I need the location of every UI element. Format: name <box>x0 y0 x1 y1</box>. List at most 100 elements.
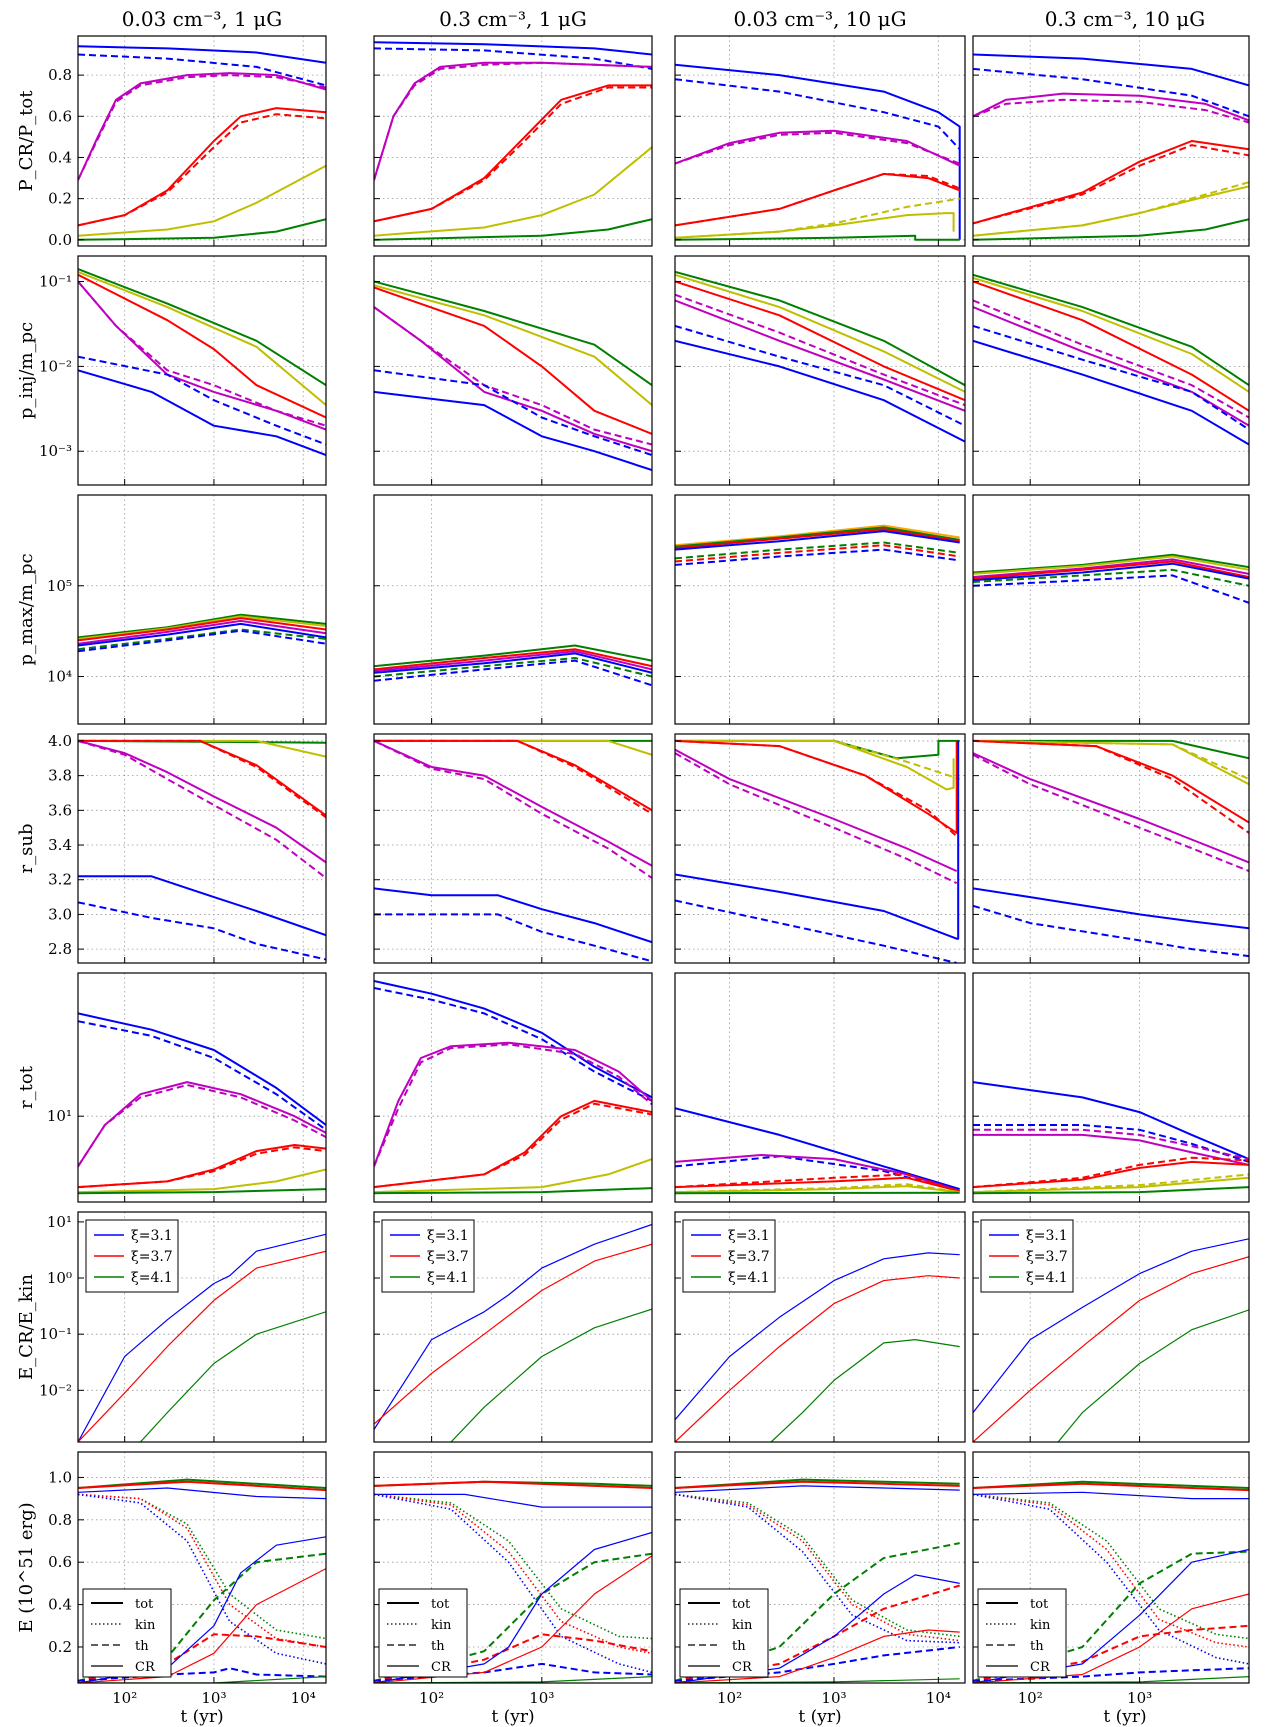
series-line-magenta-dashed <box>374 739 652 879</box>
series-line-red-dashed <box>78 1146 326 1189</box>
legend-label: ξ=3.1 <box>131 1228 173 1244</box>
series-line-yellow-dashed <box>675 197 960 239</box>
y-tick-label: 0.0 <box>48 231 72 249</box>
series-line-red-solid <box>973 560 1249 580</box>
y-tick-label: 10⁰ <box>47 1269 72 1287</box>
panel-r5c1-curves <box>78 1012 326 1195</box>
y-axis-label-row-6: E_CR/E_kin <box>16 1274 37 1380</box>
panel-r2c1-frame <box>77 255 327 486</box>
x-tick-label: 10³ <box>529 1689 554 1707</box>
legend-label: tot <box>1030 1597 1049 1612</box>
panel-r7c1-frame <box>77 1451 327 1684</box>
series-line-green-dashed <box>78 628 326 651</box>
legend-label: tot <box>431 1597 450 1612</box>
series-line-red-solid <box>675 1629 960 1683</box>
y-tick-label: 1.0 <box>48 1468 72 1486</box>
series-line-blue-solid <box>675 339 965 443</box>
series-line-red-solid <box>78 617 326 642</box>
series-line-yellow-dashed <box>675 739 961 781</box>
series-line-magenta-dashed <box>78 74 326 181</box>
x-tick-label: 10³ <box>821 1689 846 1707</box>
series-line-green-solid <box>675 526 960 548</box>
text-layer: 0.03 cm⁻³, 1 μG 0.3 cm⁻³, 1 μG 0.03 cm⁻³… <box>16 7 1205 1727</box>
series-line-red-dashed <box>374 86 652 223</box>
series-line-magenta-solid <box>374 650 652 672</box>
series-line-blue-solid <box>374 41 652 56</box>
series-line-red-dashed <box>675 544 960 563</box>
panel-r3c1-frame <box>77 494 327 725</box>
series-line-red-dashed <box>973 739 1249 834</box>
series-line-green-solid <box>1057 1309 1249 1442</box>
y-tick-label: 10⁻¹ <box>39 273 72 291</box>
x-tick-label: 10² <box>1018 1689 1043 1707</box>
series-line-magenta-solid <box>675 1154 961 1193</box>
series-line-blue-dashed <box>675 899 957 963</box>
series-line-blue-dashed <box>374 659 652 687</box>
series-line-magenta-solid <box>78 72 326 181</box>
panel-r5c3-frame <box>674 972 966 1203</box>
series-line-red-dotted <box>374 1493 652 1655</box>
series-line-green-dotted <box>675 1493 960 1638</box>
series-line-blue-solid <box>78 369 326 457</box>
series-line-green-solid <box>973 1186 1249 1195</box>
series-line-red-solid <box>973 1160 1249 1189</box>
y-tick-label: 3.2 <box>48 871 72 889</box>
series-line-blue-solid <box>78 45 326 64</box>
y-tick-label: 0.8 <box>48 1511 72 1529</box>
series-line-magenta-solid <box>675 748 958 873</box>
panel-r4c1-frame <box>77 733 327 964</box>
series-line-red-solid <box>374 1243 652 1425</box>
panel-r1c1-curves <box>78 45 326 241</box>
panel-r5c4-curves <box>973 1081 1249 1195</box>
legend-label: th <box>732 1639 746 1654</box>
series-line-magenta-dashed <box>374 61 652 181</box>
panel-r4c3-curves <box>675 739 961 963</box>
series-line-red-dotted <box>973 1493 1249 1648</box>
y-tick-label: 10⁻² <box>39 357 72 375</box>
series-line-green-solid <box>675 234 960 241</box>
series-line-red-solid <box>675 280 965 402</box>
x-tick-label: 10⁴ <box>926 1689 951 1707</box>
series-line-red-dashed <box>675 172 961 227</box>
series-line-magenta-solid <box>973 1133 1249 1166</box>
series-line-blue-solid <box>675 1252 960 1421</box>
panel-r3c4-curves <box>973 553 1249 604</box>
column-title-3: 0.03 cm⁻³, 10 μG <box>733 7 906 31</box>
series-line-blue-dotted <box>374 1493 652 1674</box>
panel-r6c2-curves <box>374 1223 652 1442</box>
series-line-red-dashed <box>973 1156 1249 1189</box>
series-line-blue-dashed <box>78 901 326 961</box>
series-line-magenta-solid <box>374 739 652 867</box>
x-tick-label: 10³ <box>1127 1689 1152 1707</box>
series-line-blue-solid <box>675 1107 960 1191</box>
panel-r4c2-curves <box>374 739 652 963</box>
series-line-green-dotted <box>374 1493 652 1640</box>
series-line-red-solid <box>78 1480 326 1492</box>
series-line-magenta-dashed <box>78 739 326 879</box>
series-line-green-solid <box>973 273 1249 387</box>
series-line-red-solid <box>675 1275 960 1442</box>
series-line-blue-dashed <box>374 987 652 1102</box>
series-line-green-solid <box>78 1188 326 1195</box>
panel-r6c4-frame <box>972 1211 1250 1443</box>
panel-r2c3-frame <box>674 255 966 486</box>
x-tick-label: 10³ <box>201 1689 226 1707</box>
panel-r2c3-curves <box>675 270 965 443</box>
panel-r3c4-frame <box>972 494 1250 725</box>
y-tick-label: 0.4 <box>48 1596 72 1614</box>
series-line-magenta-dashed <box>973 98 1249 124</box>
y-tick-label: 10¹ <box>47 1213 72 1231</box>
panel-r4c2-frame <box>373 733 653 964</box>
series-line-green-solid <box>374 644 652 668</box>
series-line-magenta-dashed <box>374 306 652 446</box>
series-line-magenta-solid <box>78 619 326 645</box>
panel-r7c3-frame <box>674 1451 966 1684</box>
series-line-blue-dashed <box>374 913 652 963</box>
y-tick-label: 0.6 <box>48 107 72 125</box>
panel-r2c4-curves <box>973 273 1249 446</box>
series-line-green-solid <box>374 1676 652 1683</box>
panel-r1c2-curves <box>374 41 652 241</box>
series-line-yellow-solid <box>78 1168 326 1194</box>
series-line-red-dashed <box>675 739 958 838</box>
